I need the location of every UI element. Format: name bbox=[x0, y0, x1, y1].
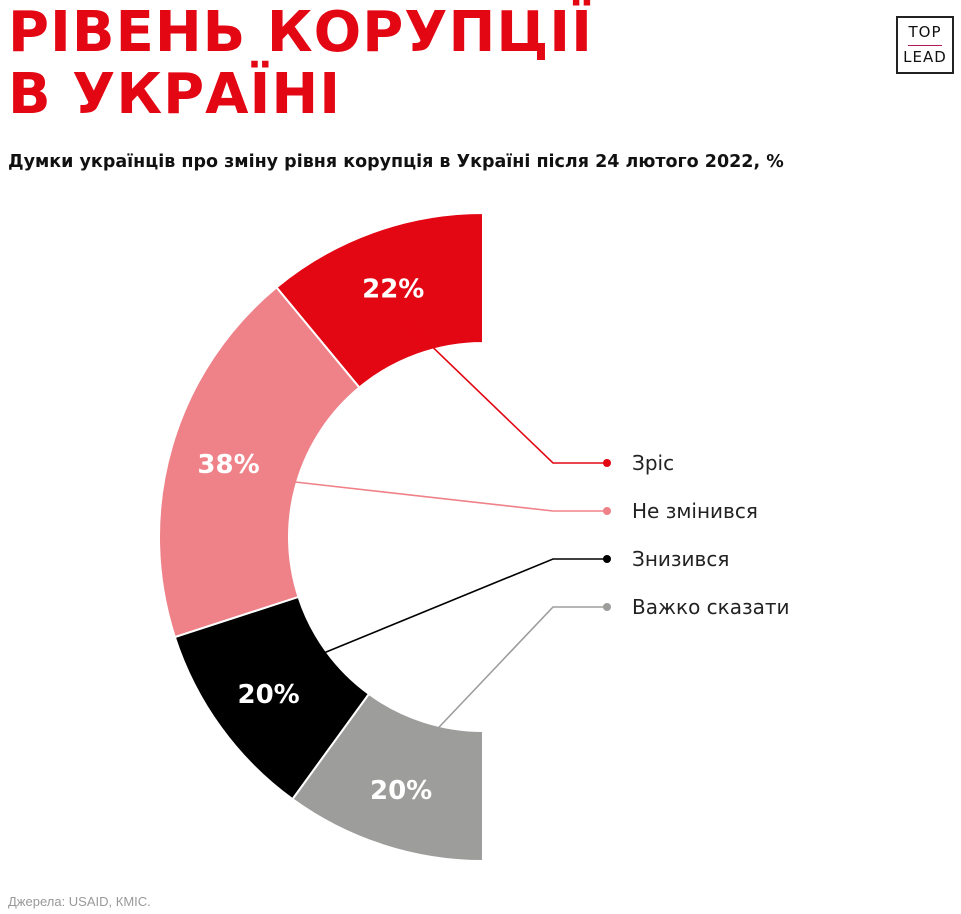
leader-line-1 bbox=[404, 320, 607, 464]
title-line-2: в Україні bbox=[8, 62, 342, 127]
page-title: Рівень корупції в Україні bbox=[8, 2, 593, 126]
value-label-1: 22% bbox=[362, 275, 424, 305]
donut-segment-4 bbox=[291, 692, 484, 863]
legend-label-4: Важко сказати bbox=[632, 595, 790, 619]
leader-line-2 bbox=[292, 480, 607, 512]
legend-marker-3 bbox=[603, 555, 611, 563]
source-note: Джерела: USAID, КМІС. bbox=[8, 894, 151, 909]
donut-segment-2 bbox=[158, 285, 361, 639]
legend-label-2: Не змінився bbox=[632, 499, 758, 523]
legend-marker-1 bbox=[603, 459, 611, 467]
top-lead-logo: TOP LEAD bbox=[896, 16, 954, 74]
legend-marker-2 bbox=[603, 507, 611, 515]
value-label-3: 20% bbox=[237, 680, 299, 710]
logo-divider bbox=[908, 45, 942, 46]
leader-line-3 bbox=[322, 558, 607, 655]
logo-line-1: TOP bbox=[908, 23, 942, 41]
value-label-4: 20% bbox=[370, 776, 432, 806]
legend-label-1: Зріс bbox=[632, 451, 674, 475]
logo-line-2: LEAD bbox=[903, 48, 947, 66]
legend-label-3: Знизився bbox=[632, 547, 729, 571]
leader-line-4 bbox=[411, 606, 607, 757]
chart-subtitle: Думки українців про зміну рівня корупція… bbox=[8, 152, 784, 172]
title-line-1: Рівень корупції bbox=[8, 0, 593, 65]
value-label-2: 38% bbox=[197, 450, 259, 480]
legend-marker-4 bbox=[603, 603, 611, 611]
